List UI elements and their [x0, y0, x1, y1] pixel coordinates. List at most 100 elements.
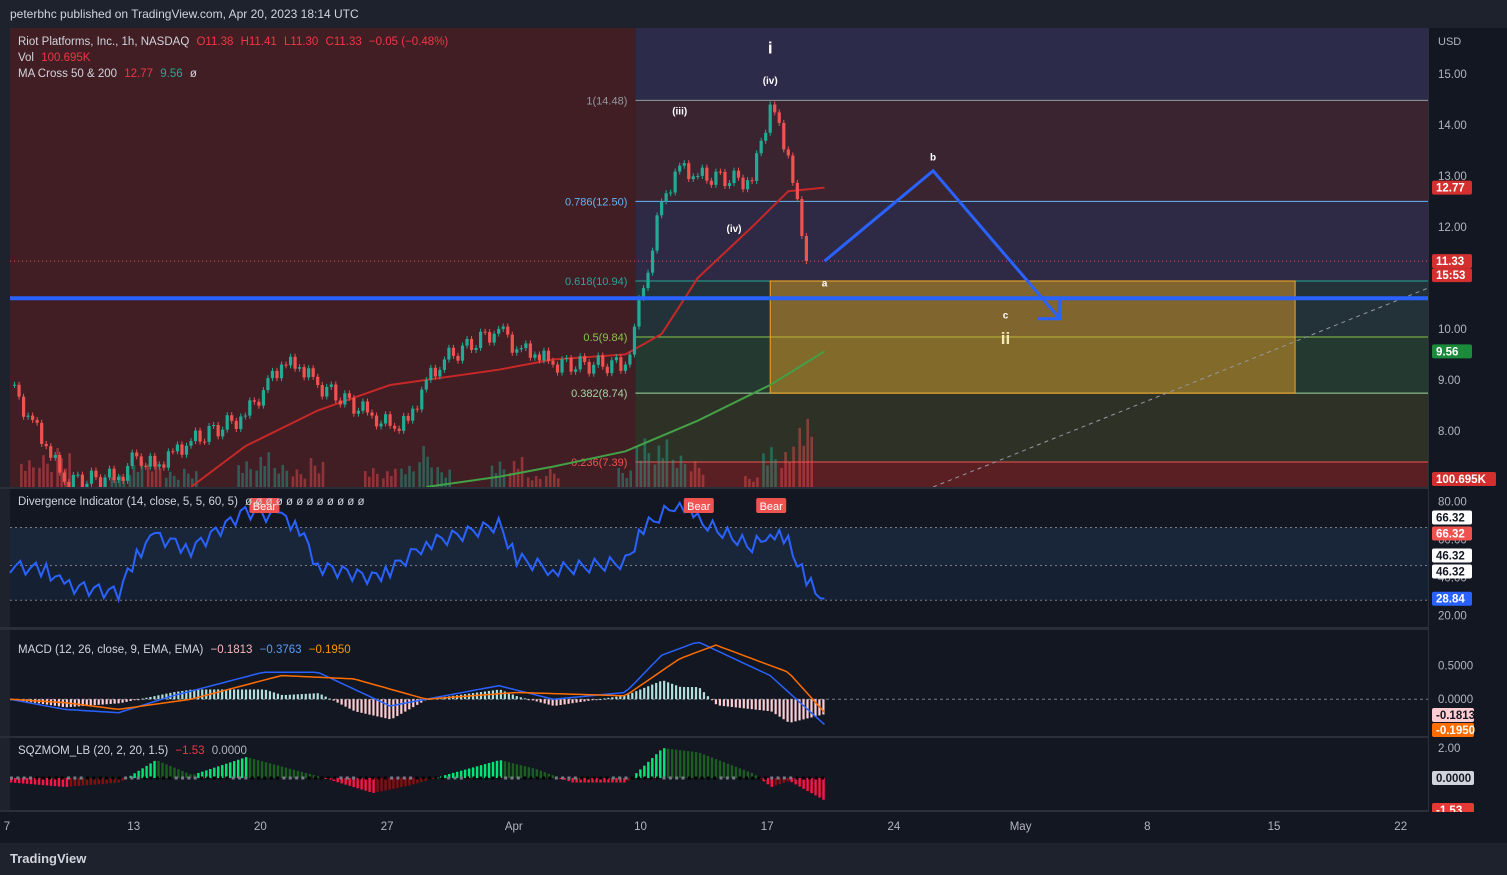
- bear-label-text: Bear: [760, 501, 784, 513]
- macd-legend: MACD (12, 26, close, 9, EMA, EMA) −0.181…: [18, 644, 355, 656]
- candle-body: [596, 355, 600, 365]
- sqzmom-bar: [65, 778, 69, 787]
- sqz-dot: [358, 776, 362, 780]
- candle-body: [130, 452, 134, 466]
- volume-value: 100.695K: [41, 52, 91, 64]
- sqz-dot: [314, 776, 318, 780]
- macd-hist-bar: [81, 699, 84, 707]
- sqzmom-bar: [53, 778, 57, 787]
- candle-body: [279, 364, 284, 379]
- macd-hist-bar: [678, 686, 682, 700]
- chart-canvas[interactable]: 1(14.48) 0.786(12.50) 0.618(10.94) 0.5(9.84…: [0, 28, 1507, 843]
- macd-hist-bar: [260, 689, 264, 700]
- candle-body: [750, 180, 754, 182]
- candle-body: [777, 112, 781, 123]
- volume-bar: [643, 438, 647, 487]
- sqzmom-bar: [503, 761, 507, 778]
- sqz-dot: [136, 776, 140, 780]
- divergence-line: [9, 500, 825, 604]
- sqzmom-bar: [822, 778, 825, 800]
- macd-hist-bar: [272, 692, 276, 700]
- volume-bar: [494, 473, 498, 487]
- sqzmom-bar: [499, 760, 503, 778]
- sqz-dot: [333, 776, 337, 780]
- volume-bar: [621, 473, 624, 487]
- bear-label: Bear: [683, 498, 714, 513]
- sqzmom-bar: [372, 778, 375, 793]
- sqzmom-legend: SQZMOM_LB (20, 2, 20, 1.5) −1.53 0.0000: [18, 745, 251, 757]
- sqzmom-zero-tag-text: 0.0000: [1436, 773, 1471, 785]
- volume-bar: [372, 468, 375, 487]
- candle-body: [488, 332, 492, 343]
- sqz-dot: [79, 776, 83, 780]
- macd-hist-bar: [368, 699, 371, 715]
- macd-hist-bar: [690, 687, 694, 700]
- price-tick: 10.00: [1438, 324, 1467, 336]
- candle-body: [234, 420, 238, 430]
- candle-body: [26, 415, 30, 417]
- sqz-dot: [694, 776, 698, 780]
- macd-hist-bar: [674, 685, 678, 700]
- sqz-dot: [706, 776, 710, 780]
- candle-body: [714, 171, 718, 185]
- candle-body: [35, 419, 39, 423]
- candle-body: [117, 476, 121, 481]
- sqz-dot: [383, 776, 387, 780]
- countdown-tag: 15:53: [1432, 268, 1472, 283]
- sqzmom-bar: [627, 778, 630, 781]
- sqzmom-bar: [256, 760, 260, 778]
- sqz-dot: [662, 776, 666, 780]
- volume-bar: [313, 465, 317, 487]
- sqz-dot: [782, 776, 786, 780]
- sqz-dot: [681, 776, 685, 780]
- candle-body: [578, 356, 582, 370]
- pre-fib-background: [10, 28, 636, 487]
- sqzmom-bar: [786, 778, 789, 782]
- candle-body: [691, 176, 695, 180]
- ma-extra: ø: [189, 68, 197, 80]
- macd-label: MACD (12, 26, close, 9, EMA, EMA): [18, 644, 204, 656]
- sqz-dot: [763, 776, 767, 780]
- candle-body: [397, 428, 401, 431]
- sqzmom-bar: [304, 772, 308, 778]
- candle-body: [773, 104, 777, 113]
- sqzmom-bar: [276, 765, 280, 778]
- sqzmom-bar: [818, 778, 821, 798]
- sqzmom-bar: [571, 778, 574, 783]
- macd-hist-bar: [177, 691, 180, 700]
- candle-body: [542, 350, 546, 361]
- sqz-dot: [193, 776, 197, 780]
- candle-body: [207, 425, 211, 442]
- volume-bar: [132, 465, 136, 487]
- volume-bar: [158, 467, 162, 487]
- macd-signal-tag-bg: [1432, 723, 1474, 737]
- macd-hist-bar: [93, 699, 96, 706]
- sqz-dot: [117, 776, 121, 780]
- sqzmom-bar: [29, 778, 33, 785]
- sqz-dot: [725, 776, 729, 780]
- volume-bar: [56, 448, 59, 487]
- candle-body: [528, 343, 532, 358]
- macd-hist-bar: [523, 698, 526, 700]
- candle-body: [406, 415, 410, 421]
- candle-body: [325, 386, 329, 397]
- candle-body: [804, 236, 808, 262]
- sqzmom-bar: [750, 772, 754, 778]
- candle-body: [465, 338, 469, 346]
- sqzmom-bar: [471, 767, 475, 778]
- macd-tick: 0.0000: [1438, 694, 1473, 706]
- macd-hist-bar: [284, 694, 287, 700]
- volume-bar: [42, 455, 45, 487]
- macd-hist-bar: [89, 699, 92, 706]
- sqz-dot: [453, 776, 457, 780]
- sqz-dot: [377, 776, 381, 780]
- sqzmom-bar: [10, 778, 13, 783]
- candle-body: [284, 364, 288, 366]
- candle-body: [80, 474, 84, 487]
- macd-hist-bar: [762, 699, 765, 711]
- sqz-dot: [440, 776, 444, 780]
- candle-body: [347, 393, 351, 398]
- sqzmom-bar: [507, 762, 511, 778]
- macd-hist-bar: [416, 699, 419, 705]
- macd-hist-bar: [181, 690, 184, 700]
